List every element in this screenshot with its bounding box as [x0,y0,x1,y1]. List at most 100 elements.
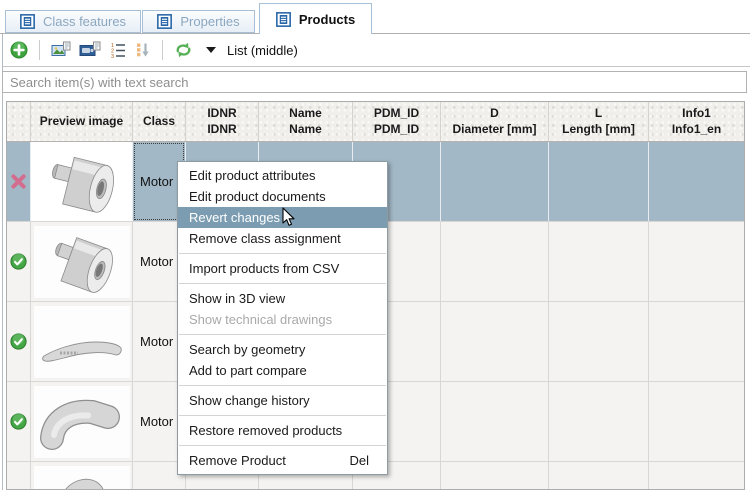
menu-item-search-by-geometry[interactable]: Search by geometry [178,339,387,360]
cell-info1[interactable] [649,142,744,221]
status-ok-icon [10,413,27,430]
cell-d-diameter[interactable] [441,382,549,461]
view-selector-label[interactable]: List (middle) [227,42,298,58]
header-line1: PDM_ID [373,105,420,120]
export-image-wide-icon[interactable] [79,41,101,59]
cell-d-diameter[interactable] [441,222,549,301]
tab-label: Products [298,11,356,27]
column-header-pdm-id[interactable]: PDM_ID PDM_ID [353,102,441,141]
tab-products[interactable]: Products [259,3,372,34]
column-header-status[interactable] [7,102,31,141]
menu-item-label: Edit product attributes [189,168,316,183]
numbered-list-icon[interactable]: 1 2 3 [109,42,127,58]
table-header-row: Preview image Class IDNR IDNR Name Name PDM_ID… [7,102,744,142]
tab-bar: Class features Properties Products [0,0,750,34]
header-line2: Info1_en [671,121,722,136]
header-line1: Preview image [39,113,124,128]
preview-image [33,465,130,489]
class-cell[interactable] [133,462,186,489]
status-ok-icon [10,333,27,350]
menu-item-label: Restore removed products [189,423,343,438]
header-line2: Name [289,121,322,136]
status-cell [7,302,31,381]
cell-pdm-id[interactable] [353,382,441,461]
menu-item-add-to-part-compare[interactable]: Add to part compare [178,360,387,381]
class-cell[interactable]: Motor [133,142,186,221]
header-line2: IDNR [207,121,237,136]
dropdown-arrow-icon[interactable] [206,47,216,53]
cell-info1[interactable] [649,462,744,489]
add-icon[interactable] [10,41,28,59]
menu-separator [179,334,386,335]
tab-label: Properties [180,14,240,29]
preview-cell[interactable] [31,382,133,461]
menu-shortcut: Del [349,453,369,468]
menu-item-restore-removed-products[interactable]: Restore removed products [178,420,387,441]
cell-info1[interactable] [649,302,744,381]
export-image-icon[interactable] [51,41,71,59]
menu-item-revert-changes[interactable]: Revert changes [178,207,387,228]
header-line2: PDM_ID [373,121,420,136]
menu-item-import-products-from-csv[interactable]: Import products from CSV [178,258,387,279]
menu-item-show-change-history[interactable]: Show change history [178,390,387,411]
preview-image [33,385,130,458]
refresh-icon[interactable] [174,42,193,58]
cell-l-length[interactable] [549,222,649,301]
column-header-class[interactable]: Class [133,102,186,141]
cell-info1[interactable] [649,382,744,461]
header-line2: Diameter [mm] [452,121,537,136]
toolbar-separator [162,40,163,60]
menu-separator [179,283,386,284]
panel-left-border [2,34,3,490]
class-value: Motor [140,254,174,269]
cell-idnr[interactable] [186,462,259,489]
toolbar: 1 2 3 List (middle) [3,34,750,67]
header-line1: Info1 [682,105,711,120]
menu-separator [179,385,386,386]
preview-cell[interactable] [31,142,133,221]
preview-cell[interactable] [31,462,133,489]
cell-l-length[interactable] [549,302,649,381]
menu-item-label: Show technical drawings [189,312,333,327]
sort-descending-icon[interactable] [135,42,151,58]
status-cell [7,222,31,301]
cell-d-diameter[interactable] [441,462,549,489]
header-line2: Length [mm] [562,121,635,136]
menu-item-label: Import products from CSV [189,261,340,276]
column-header-idnr[interactable]: IDNR IDNR [186,102,259,141]
menu-item-show-in-3d-view[interactable]: Show in 3D view [178,288,387,309]
class-value: Motor [140,174,174,189]
menu-item-remove-class-assignment[interactable]: Remove class assignment [178,228,387,249]
column-header-name[interactable]: Name Name [259,102,353,141]
cell-pdm-id[interactable] [353,302,441,381]
cell-l-length[interactable] [549,142,649,221]
header-line1: D [490,105,499,120]
menu-separator [179,445,386,446]
column-header-l[interactable]: L Length [mm] [549,102,649,141]
form-icon [275,11,291,27]
menu-item-label: Search by geometry [189,342,306,357]
search-input[interactable] [2,71,747,93]
cell-l-length[interactable] [549,382,649,461]
cell-info1[interactable] [649,222,744,301]
preview-cell[interactable] [31,222,133,301]
cell-pdm-id[interactable] [353,462,441,489]
tab-properties[interactable]: Properties [142,10,255,33]
preview-cell[interactable] [31,302,133,381]
menu-item-edit-product-attributes[interactable]: Edit product attributes [178,165,387,186]
column-header-info1[interactable]: Info1 Info1_en [649,102,744,141]
column-header-preview-image[interactable]: Preview image [31,102,133,141]
cell-d-diameter[interactable] [441,302,549,381]
cell-name[interactable] [259,462,353,489]
menu-item-label: Add to part compare [189,363,307,378]
menu-item-edit-product-documents[interactable]: Edit product documents [178,186,387,207]
column-header-d[interactable]: D Diameter [mm] [441,102,549,141]
toolbar-separator [39,40,40,60]
cell-d-diameter[interactable] [441,142,549,221]
header-line1: L [594,105,603,120]
menu-item-remove-product[interactable]: Remove Product Del [178,450,387,471]
status-removed-icon [11,174,26,189]
cell-pdm-id[interactable] [353,222,441,301]
tab-class-features[interactable]: Class features [5,10,141,33]
cell-l-length[interactable] [549,462,649,489]
